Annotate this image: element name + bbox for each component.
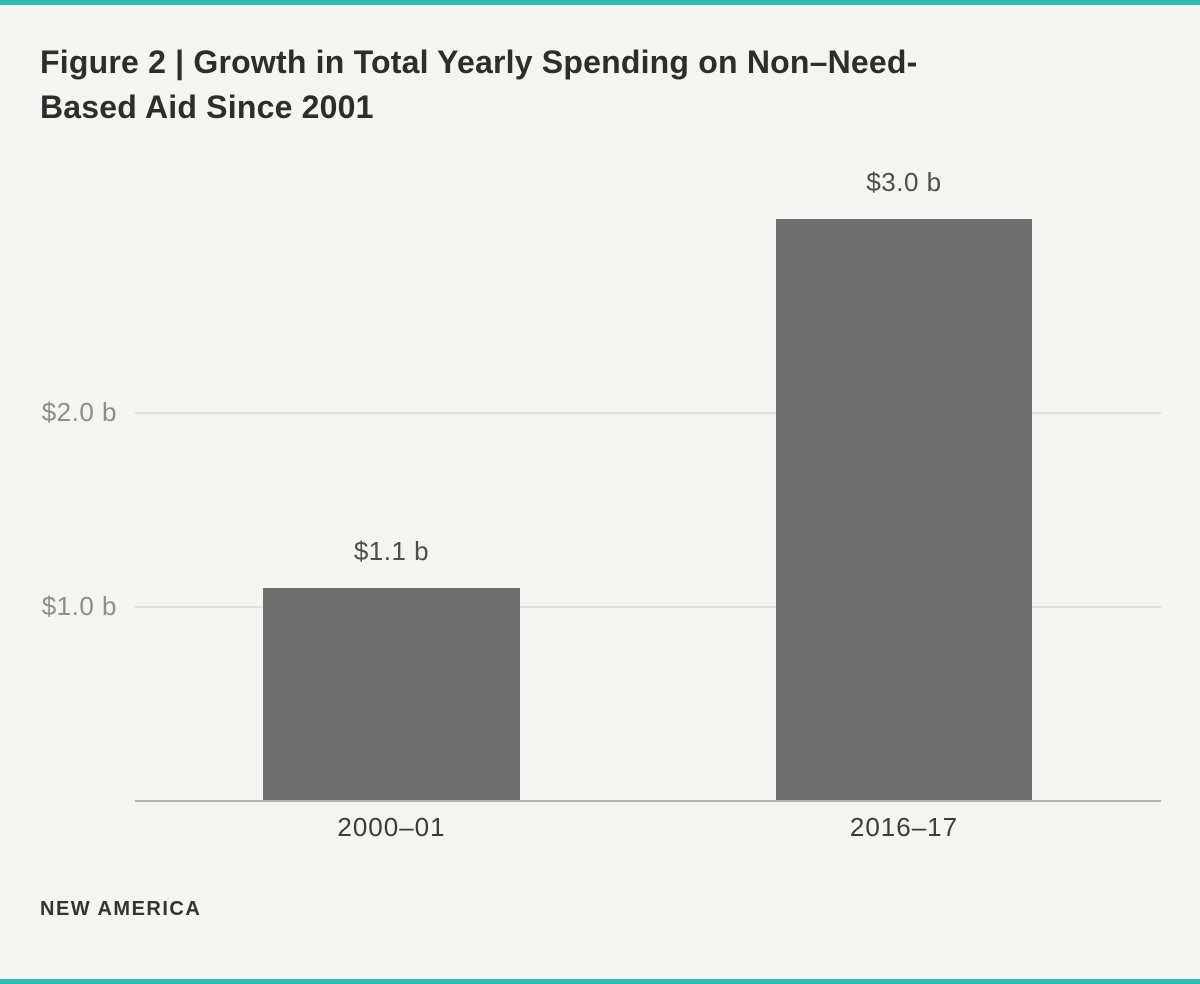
figure-title-line2: Based Aid Since 2001 [40,89,374,125]
figure-title-line1: Figure 2 | Growth in Total Yearly Spendi… [40,44,918,80]
bar-value-label-2016-17: $3.0 b [866,167,942,197]
x-axis-baseline [135,800,1161,802]
brand-footer: NEW AMERICA [40,898,202,920]
gridline-1b [135,606,1161,608]
x-tick-label-2016-17: 2016–17 [849,812,959,842]
bar-2000-01 [263,588,520,801]
x-tick-label-2000-01: 2000–01 [337,812,446,842]
y-tick-label-2b: $2.0 b [41,397,117,427]
brand-accent-bar-top [0,0,1200,5]
bar-2016-17 [776,219,1032,801]
gridline-2b [135,412,1161,414]
figure-title: Figure 2 | Growth in Total Yearly Spendi… [40,40,1160,130]
bar-value-label-2000-01: $1.1 b [353,536,430,566]
brand-accent-bar-bottom [0,979,1200,984]
y-tick-label-1b: $1.0 b [41,591,117,621]
